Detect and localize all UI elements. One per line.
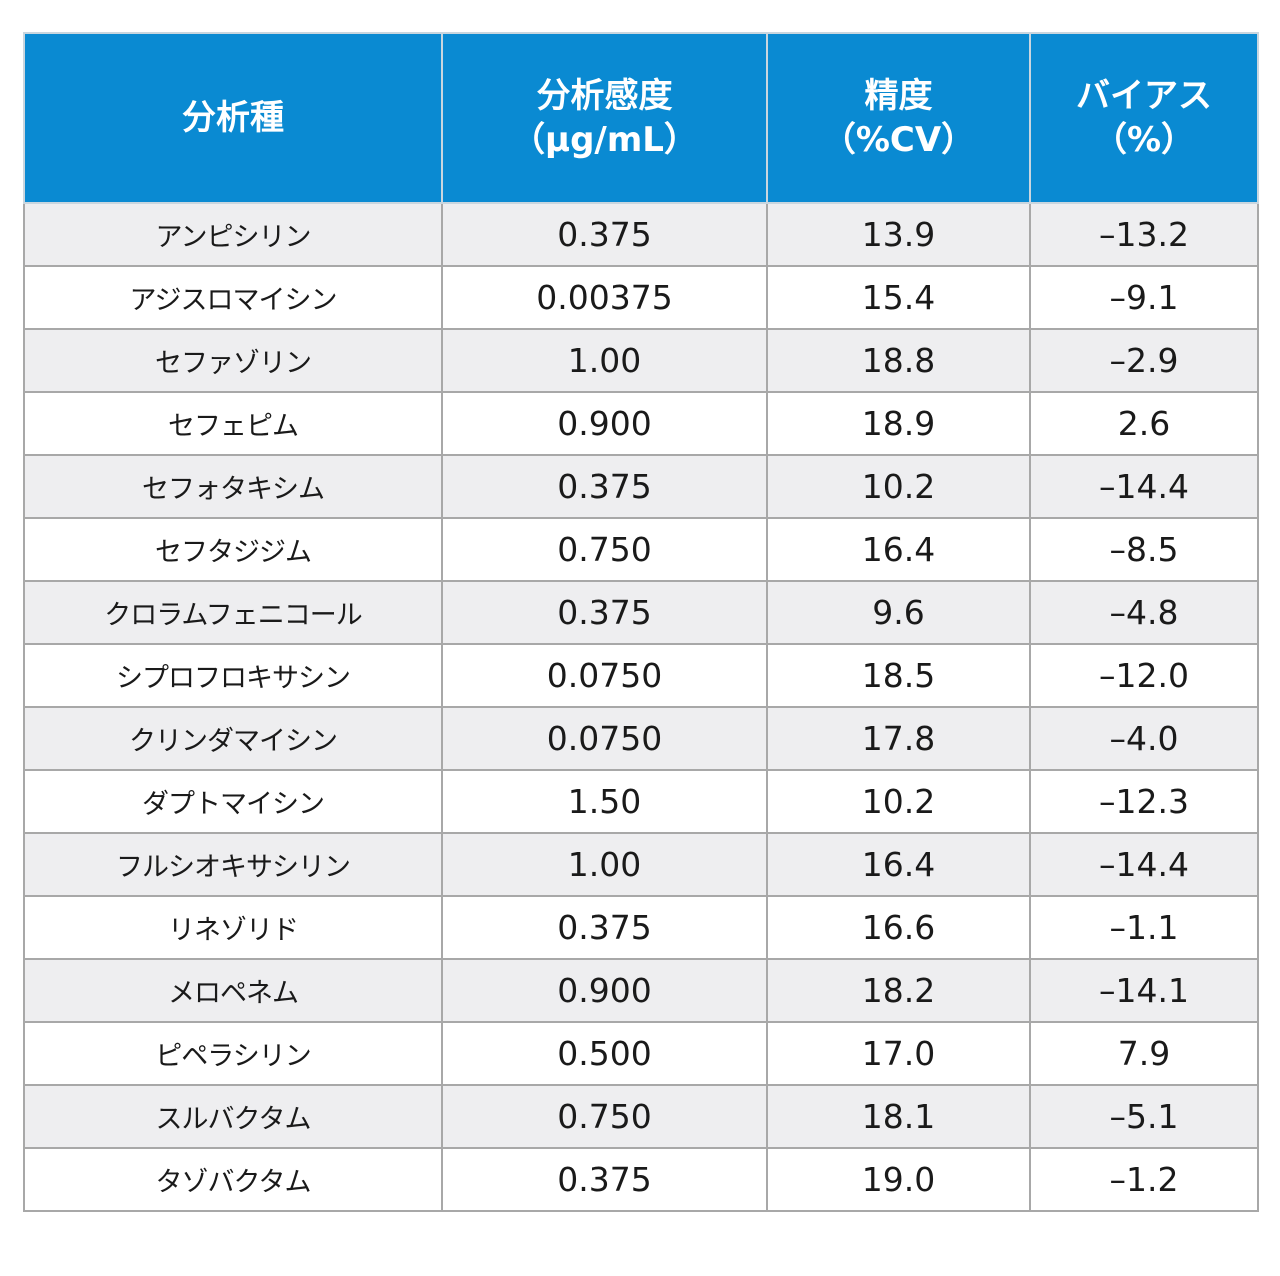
- table-row: アンピシリン 0.375 13.9 –13.2: [23, 202, 1259, 267]
- bias-cell: 7.9: [1029, 1021, 1259, 1086]
- bias-cell: –1.2: [1029, 1147, 1259, 1212]
- bias-cell: –5.1: [1029, 1084, 1259, 1149]
- sensitivity-cell: 0.375: [441, 1147, 768, 1212]
- table-row: スルバクタム 0.750 18.1 –5.1: [23, 1084, 1259, 1149]
- header-analyte: 分析種: [23, 32, 443, 204]
- sensitivity-cell: 0.00375: [441, 265, 768, 330]
- table-row: セフォタキシム 0.375 10.2 –14.4: [23, 454, 1259, 519]
- analyte-name-cell: セフタジジム: [23, 517, 443, 582]
- precision-cell: 17.0: [766, 1021, 1031, 1086]
- sensitivity-cell: 1.00: [441, 328, 768, 393]
- table-row: タゾバクタム 0.375 19.0 –1.2: [23, 1147, 1259, 1212]
- precision-cell: 15.4: [766, 265, 1031, 330]
- analyte-name-cell: シプロフロキサシン: [23, 643, 443, 708]
- analyte-name-cell: リネゾリド: [23, 895, 443, 960]
- bias-cell: –12.0: [1029, 643, 1259, 708]
- analyte-name-cell: ダプトマイシン: [23, 769, 443, 834]
- header-bias-unit: （%）: [1092, 120, 1196, 160]
- analyte-name-cell: クリンダマイシン: [23, 706, 443, 771]
- sensitivity-cell: 0.375: [441, 454, 768, 519]
- precision-cell: 16.6: [766, 895, 1031, 960]
- table-row: クロラムフェニコール 0.375 9.6 –4.8: [23, 580, 1259, 645]
- precision-cell: 18.1: [766, 1084, 1031, 1149]
- bias-cell: –4.0: [1029, 706, 1259, 771]
- analyte-name-cell: セフェピム: [23, 391, 443, 456]
- table-row: セフタジジム 0.750 16.4 –8.5: [23, 517, 1259, 582]
- header-analyte-label: 分析種: [182, 98, 284, 138]
- precision-cell: 10.2: [766, 454, 1031, 519]
- analyte-name-cell: フルシオキサシリン: [23, 832, 443, 897]
- bias-cell: –1.1: [1029, 895, 1259, 960]
- analyte-name-cell: アジスロマイシン: [23, 265, 443, 330]
- bias-cell: –4.8: [1029, 580, 1259, 645]
- table-row: クリンダマイシン 0.0750 17.8 –4.0: [23, 706, 1259, 771]
- bias-cell: –9.1: [1029, 265, 1259, 330]
- sensitivity-cell: 0.375: [441, 895, 768, 960]
- analyte-name-cell: セフォタキシム: [23, 454, 443, 519]
- table-row: シプロフロキサシン 0.0750 18.5 –12.0: [23, 643, 1259, 708]
- analyte-table: 分析種 分析感度 （µg/mL） 精度 （%CV） バイアス （%） アンピシリ…: [23, 32, 1259, 1212]
- sensitivity-cell: 0.375: [441, 202, 768, 267]
- analyte-name-cell: メロペネム: [23, 958, 443, 1023]
- bias-cell: –13.2: [1029, 202, 1259, 267]
- bias-cell: –2.9: [1029, 328, 1259, 393]
- precision-cell: 13.9: [766, 202, 1031, 267]
- bias-cell: 2.6: [1029, 391, 1259, 456]
- header-bias: バイアス （%）: [1029, 32, 1259, 204]
- header-precision-unit: （%CV）: [821, 120, 976, 160]
- sensitivity-cell: 1.50: [441, 769, 768, 834]
- precision-cell: 9.6: [766, 580, 1031, 645]
- table-row: ダプトマイシン 1.50 10.2 –12.3: [23, 769, 1259, 834]
- sensitivity-cell: 0.900: [441, 391, 768, 456]
- bias-cell: –14.1: [1029, 958, 1259, 1023]
- table-row: ピペラシリン 0.500 17.0 7.9: [23, 1021, 1259, 1086]
- table-body: アンピシリン 0.375 13.9 –13.2 アジスロマイシン 0.00375 15.4–…: [23, 202, 1259, 1212]
- precision-cell: 17.8: [766, 706, 1031, 771]
- analyte-name-cell: ピペラシリン: [23, 1021, 443, 1086]
- precision-cell: 10.2: [766, 769, 1031, 834]
- analyte-name-cell: スルバクタム: [23, 1084, 443, 1149]
- table-row: メロペネム 0.900 18.2 –14.1: [23, 958, 1259, 1023]
- sensitivity-cell: 0.900: [441, 958, 768, 1023]
- precision-cell: 18.8: [766, 328, 1031, 393]
- sensitivity-cell: 0.750: [441, 517, 768, 582]
- sensitivity-cell: 0.750: [441, 1084, 768, 1149]
- sensitivity-cell: 1.00: [441, 832, 768, 897]
- sensitivity-cell: 0.0750: [441, 643, 768, 708]
- header-sensitivity: 分析感度 （µg/mL）: [441, 32, 768, 204]
- precision-cell: 16.4: [766, 517, 1031, 582]
- bias-cell: –8.5: [1029, 517, 1259, 582]
- sensitivity-cell: 0.0750: [441, 706, 768, 771]
- analyte-name-cell: アンピシリン: [23, 202, 443, 267]
- header-bias-label: バイアス: [1076, 76, 1212, 116]
- header-row: 分析種 分析感度 （µg/mL） 精度 （%CV） バイアス （%）: [23, 32, 1259, 204]
- sensitivity-cell: 0.375: [441, 580, 768, 645]
- analyte-name-cell: クロラムフェニコール: [23, 580, 443, 645]
- sensitivity-cell: 0.500: [441, 1021, 768, 1086]
- precision-cell: 19.0: [766, 1147, 1031, 1212]
- precision-cell: 18.5: [766, 643, 1031, 708]
- table-row: セフェピム 0.900 18.9 2.6: [23, 391, 1259, 456]
- precision-cell: 18.2: [766, 958, 1031, 1023]
- header-sensitivity-unit: （µg/mL）: [511, 120, 698, 160]
- analyte-name-cell: タゾバクタム: [23, 1147, 443, 1212]
- table-row: リネゾリド 0.375 16.6 –1.1: [23, 895, 1259, 960]
- precision-cell: 18.9: [766, 391, 1031, 456]
- precision-cell: 16.4: [766, 832, 1031, 897]
- bias-cell: –12.3: [1029, 769, 1259, 834]
- table-row: アジスロマイシン 0.00375 15.4 –9.1: [23, 265, 1259, 330]
- table-row: フルシオキサシリン 1.00 16.4 –14.4: [23, 832, 1259, 897]
- bias-cell: –14.4: [1029, 832, 1259, 897]
- analyte-name-cell: セファゾリン: [23, 328, 443, 393]
- table-row: セファゾリン 1.00 18.8 –2.9: [23, 328, 1259, 393]
- bias-cell: –14.4: [1029, 454, 1259, 519]
- header-sensitivity-label: 分析感度: [536, 76, 673, 116]
- header-precision-label: 精度: [864, 76, 933, 116]
- header-precision: 精度 （%CV）: [766, 32, 1031, 204]
